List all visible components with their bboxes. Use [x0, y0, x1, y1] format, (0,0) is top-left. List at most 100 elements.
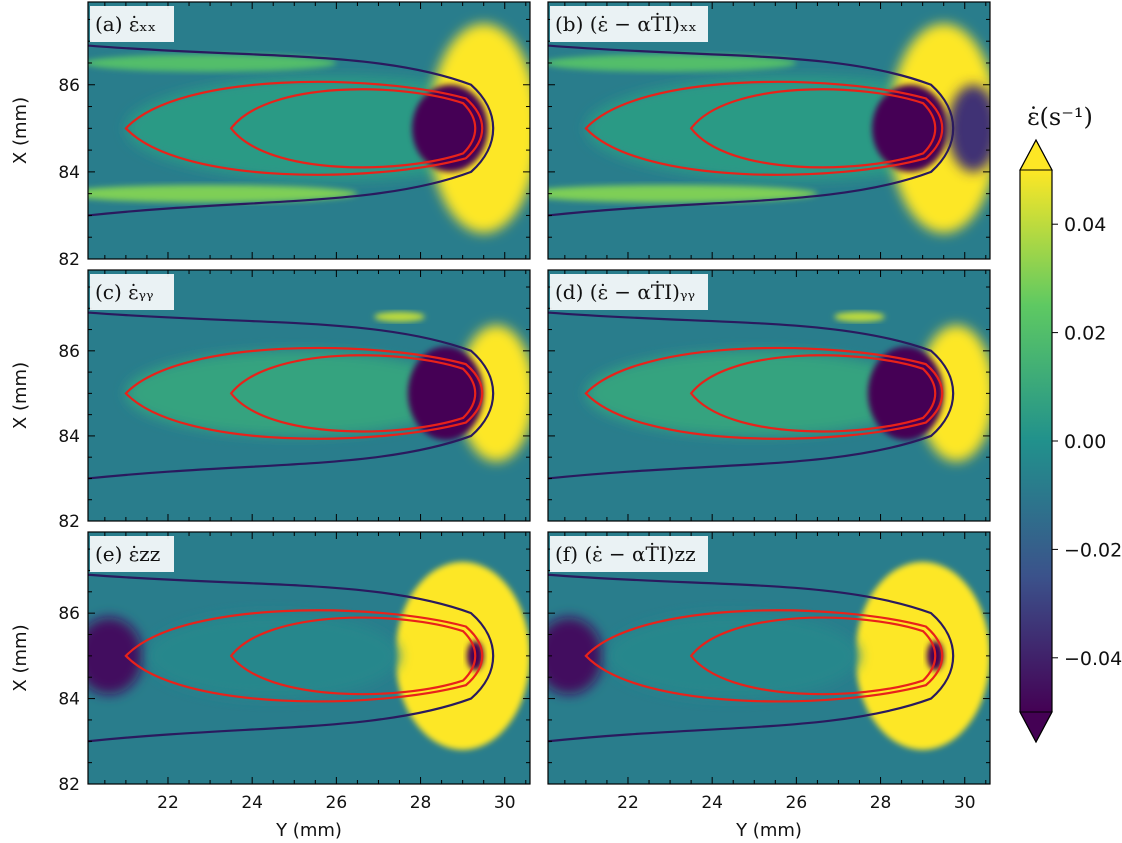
field-high-front: [855, 561, 990, 750]
panel-b: (b) (ε̇ − αṪI)ₓₓ: [547, 1, 991, 260]
field-interior: [606, 613, 860, 699]
panel-d: (d) (ε̇ − αṪI)ᵧᵧ: [547, 269, 991, 522]
y-tick-label: 84: [58, 427, 80, 447]
field-streak-lower: [548, 184, 818, 203]
panel-e: 82 84 86 22 24 26 28 30 X (mm) Y (mm) (e) ε̇zz: [10, 531, 531, 841]
melt-pool-outer-contour: [124, 346, 484, 440]
y-tick-label: 82: [58, 775, 80, 795]
x-tick-label: 22: [617, 793, 639, 813]
field-low-core: [407, 346, 484, 441]
x-axis-label: Y (mm): [275, 820, 342, 841]
field-streak-lower: [88, 184, 358, 203]
zero-contour: [88, 573, 495, 743]
strain-rate-field: [548, 270, 990, 521]
field-low-tail: [88, 617, 143, 695]
y-tick-label: 82: [58, 512, 80, 532]
panel-label-box: [550, 6, 708, 42]
colorbar-extend-max: [1019, 138, 1053, 171]
panel-label: (e) ε̇zz: [95, 542, 160, 566]
x-tick-label: 24: [241, 793, 263, 813]
panel-label-box: [90, 536, 174, 572]
field-low-tail: [548, 617, 603, 695]
y-tick-label: 84: [58, 690, 80, 710]
panel-label: (d) (ε̇ − αṪI)ᵧᵧ: [555, 280, 695, 304]
colorbar-outline: [1019, 138, 1053, 744]
colorbar-tick-label: 0.00: [1064, 431, 1106, 453]
melt-pool-inner-contour: [689, 616, 937, 696]
zero-contour: [88, 311, 495, 480]
axes-frame: [547, 269, 991, 522]
zero-contour: [548, 44, 955, 217]
y-tick-label: 86: [58, 76, 80, 96]
axes-frame: [87, 531, 531, 785]
zero-contour: [548, 573, 955, 743]
y-tick-label: 84: [58, 163, 80, 183]
panel-c: 82 84 86 X (mm) (c) ε̇ᵧᵧ: [10, 269, 531, 532]
x-tick-label: 26: [786, 793, 808, 813]
strain-rate-field: [88, 532, 530, 784]
x-tick-label: 26: [326, 793, 348, 813]
strain-rate-field: [88, 2, 530, 259]
x-tick-label: 28: [410, 793, 432, 813]
y-tick-label: 86: [58, 604, 80, 624]
axes-frame: [547, 531, 991, 785]
strain-rate-field: [88, 270, 530, 521]
zero-contour: [88, 44, 495, 217]
field-hot-spot: [374, 311, 425, 322]
field-interior: [585, 350, 923, 436]
melt-pool-inner-contour: [229, 88, 477, 169]
field-high-front: [395, 561, 530, 750]
panel-f: 22 24 26 28 30 Y (mm) (f) (ε̇ − αṪI)zz: [547, 531, 991, 841]
x-tick-label: 30: [954, 793, 976, 813]
x-tick-label: 22: [157, 793, 179, 813]
x-tick-label: 24: [701, 793, 723, 813]
melt-pool-inner-contour: [689, 88, 937, 169]
panel-label: (f) (ε̇ − αṪI)zz: [555, 542, 696, 566]
panel-label-box: [550, 274, 708, 310]
field-low-core: [872, 84, 948, 172]
y-axis-label: X (mm): [10, 624, 31, 691]
field-low-core: [867, 346, 944, 441]
panel-label-box: [550, 536, 708, 572]
axes-frame: [87, 269, 531, 522]
panel-label: (a) ε̇ₓₓ: [95, 12, 156, 36]
y-axis-label: X (mm): [10, 97, 31, 164]
melt-pool-inner-contour: [689, 354, 937, 433]
colorbar-tick-label: −0.02: [1064, 539, 1122, 561]
y-axis-label: X (mm): [10, 362, 31, 429]
colorbar: 0.04 0.02 0.00 −0.02 −0.04 ε̇(s⁻¹): [1019, 103, 1122, 744]
colorbar-extend-min: [1019, 711, 1053, 744]
field-hot-spot: [834, 311, 885, 322]
ticks: [548, 270, 990, 522]
y-tick-label: 82: [58, 250, 80, 270]
axes-frame: [87, 1, 531, 260]
panel-label: (b) (ε̇ − αṪI)ₓₓ: [555, 12, 697, 36]
ticks: 82 84 86 22 24 26 28 30: [58, 532, 530, 813]
x-tick-label: 30: [494, 793, 516, 813]
zero-contour: [548, 311, 955, 480]
field-low-core: [412, 84, 488, 172]
ticks: 82 84 86: [58, 270, 530, 532]
y-tick-label: 86: [58, 342, 80, 362]
melt-pool-outer-contour: [584, 609, 944, 703]
x-axis-label: Y (mm): [735, 820, 802, 841]
panel-label-box: [90, 6, 174, 42]
colorbar-gradient: [1020, 170, 1052, 712]
x-tick-label: 28: [870, 793, 892, 813]
melt-pool-outer-contour: [124, 80, 484, 176]
panel-a: 82 84 86 X (mm) (a) ε̇ₓₓ: [10, 1, 531, 270]
field-streak-upper: [548, 54, 797, 72]
melt-pool-outer-contour: [584, 346, 944, 440]
colorbar-tick-label: 0.04: [1064, 214, 1106, 236]
field-low-ahead: [947, 84, 990, 172]
field-interior: [146, 613, 400, 699]
melt-pool-inner-contour: [229, 616, 477, 696]
ticks: [548, 2, 990, 260]
axes-frame: [547, 1, 991, 260]
melt-pool-inner-contour: [229, 354, 477, 433]
panel-label-box: [90, 274, 174, 310]
panels-group: 82 84 86 X (mm) (a) ε̇ₓₓ (b) (ε̇ − αṪI)ₓₓ 82 84…: [10, 1, 991, 841]
field-interior: [125, 350, 463, 436]
colorbar-label: ε̇(s⁻¹): [1027, 103, 1093, 131]
colorbar-tick-label: 0.02: [1064, 323, 1106, 345]
